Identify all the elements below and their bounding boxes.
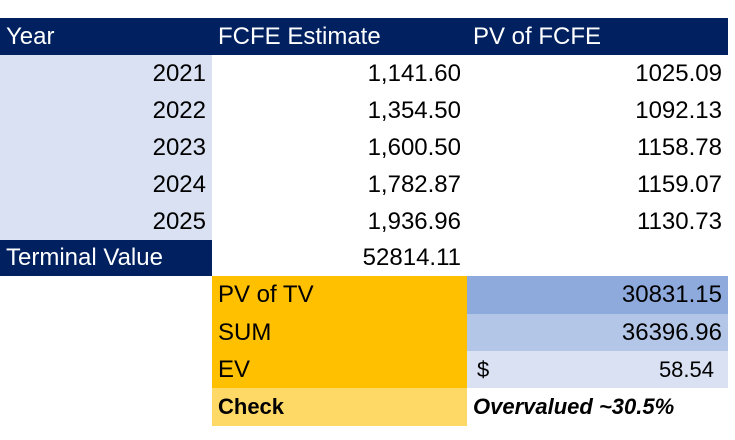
- check-label: Check: [212, 388, 467, 426]
- pv-cell: 1159.07: [637, 170, 722, 198]
- ev-value: 58.54: [658, 356, 714, 382]
- fcfe-cell: 1,141.60: [367, 59, 461, 87]
- ev-label: EV: [212, 351, 467, 388]
- header-pv-of-fcfe: PV of FCFE: [467, 18, 728, 55]
- ev-value-cell: $ 58.54: [467, 351, 728, 388]
- pv-cell: 1130.73: [637, 207, 722, 235]
- check-result: Overvalued ~30.5%: [473, 394, 675, 419]
- terminal-value-label: Terminal Value: [0, 240, 212, 276]
- sum-value: 36396.96: [467, 314, 728, 351]
- pv-cell: 1025.09: [635, 59, 722, 87]
- fcfe-cell: 1,782.87: [367, 170, 461, 198]
- year-cell: 2024: [0, 166, 212, 203]
- year-cell: 2023: [0, 129, 212, 166]
- pv-cell: 1158.78: [637, 133, 722, 161]
- pv-of-tv-label: PV of TV: [212, 276, 467, 314]
- year-cell: 2021: [0, 55, 212, 92]
- year-cell: 2022: [0, 92, 212, 129]
- header-fcfe-estimate: FCFE Estimate: [212, 18, 467, 55]
- year-cell: 2025: [0, 203, 212, 240]
- sum-label: SUM: [212, 314, 467, 351]
- fcfe-cell: 1,354.50: [367, 96, 461, 124]
- fcfe-cell: 1,936.96: [367, 207, 461, 235]
- header-year: Year: [0, 18, 212, 55]
- terminal-value-amount: 52814.11: [362, 244, 461, 271]
- fcfe-cell: 1,600.50: [367, 133, 461, 161]
- pv-cell: 1092.13: [635, 96, 722, 124]
- pv-of-tv-value: 30831.15: [467, 276, 728, 314]
- ev-currency-symbol: $: [477, 356, 490, 382]
